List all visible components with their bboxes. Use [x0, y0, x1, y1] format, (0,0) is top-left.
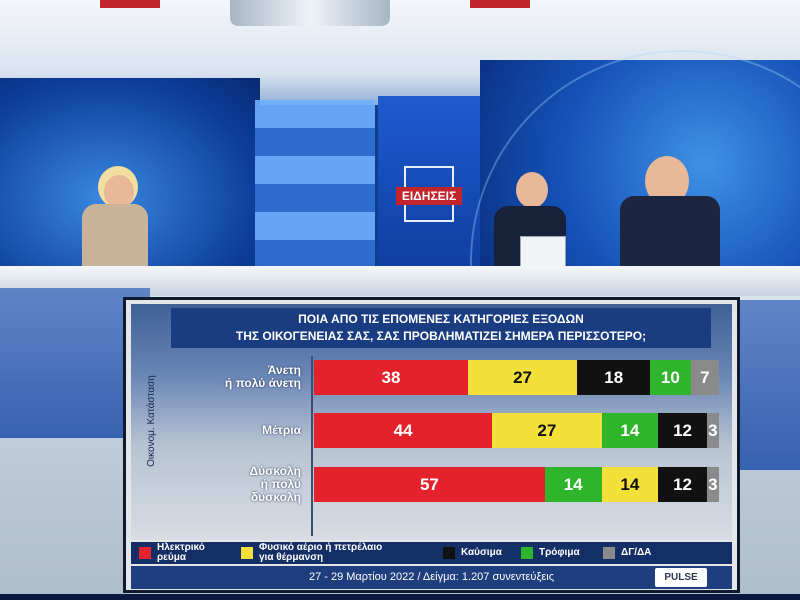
legend-label: Ηλεκτρικό ρεύμα — [157, 543, 205, 563]
row-label-line: Δύσκολη — [249, 463, 301, 478]
legend-swatch — [443, 547, 455, 559]
legend-item: ΔΓ/ΔΑ — [603, 542, 651, 564]
bar-segment: 3 — [706, 467, 719, 502]
chart-footer: 27 - 29 Μαρτίου 2022 / Δείγμα: 1.207 συν… — [131, 566, 732, 589]
bar-value-label: 44 — [393, 420, 413, 440]
legend-item: Καύσιμα — [443, 542, 502, 564]
bar-segment: 7 — [690, 360, 719, 395]
row-label: Δύσκολη ή πολύ δύσκολη — [151, 463, 301, 504]
row-label-line: ή πολύ άνετη — [224, 376, 301, 390]
row-label-line: δύσκολη — [250, 489, 301, 504]
bar-row: 38 27 18 10 7 — [314, 360, 719, 395]
bar-segment: 14 — [601, 413, 659, 448]
legend-label-line: για θέρμανση — [259, 552, 324, 563]
legend-swatch — [603, 547, 615, 559]
ceiling-light-strip — [230, 0, 390, 26]
bar-value-label: 7 — [700, 367, 710, 387]
presenter-center-head — [516, 172, 548, 208]
presenter-left-jacket — [82, 204, 148, 276]
row-label-line: ή πολύ — [260, 476, 301, 491]
bar-value-label: 18 — [604, 367, 624, 387]
row-label: Μέτρια — [151, 422, 301, 437]
legend: Ηλεκτρικό ρεύμα Φυσικό αέριο ή πετρέλαιο γι… — [131, 542, 732, 564]
bar-segment: 18 — [577, 360, 651, 395]
bar-value-label: 14 — [563, 474, 583, 494]
row-label-line: Άνετη — [267, 363, 301, 377]
legend-label-line: Καύσιμα — [461, 547, 502, 558]
channel-logo: ΕΙΔΗΣΕΙΣ — [396, 187, 462, 205]
chart-title-line2: ΤΗΣ ΟΙΚΟΓΕΝΕΙΑΣ ΣΑΣ, ΣΑΣ ΠΡΟΒΛΗΜΑΤΙΖΕΙ Σ… — [235, 329, 647, 343]
legend-label-line: ρεύμα — [157, 552, 187, 563]
bar-segment: 27 — [492, 413, 602, 448]
legend-label: Καύσιμα — [461, 548, 502, 558]
survey-info: 27 - 29 Μαρτίου 2022 / Δείγμα: 1.207 συν… — [308, 571, 555, 583]
chart-title-line1: ΠΟΙΑ ΑΠΟ ΤΙΣ ΕΠΟΜΕΝΕΣ ΚΑΤΗΓΟΡΙΕΣ ΕΞΟΔΩΝ — [298, 312, 584, 326]
legend-item: Φυσικό αέριο ή πετρέλαιο για θέρμανση — [241, 542, 382, 564]
bar-segment: 12 — [658, 467, 707, 502]
bar-value-label: 57 — [419, 474, 439, 494]
bar-value-label: 3 — [708, 474, 718, 494]
legend-label-line: Φυσικό αέριο ή πετρέλαιο — [259, 542, 383, 553]
bar-segment: 27 — [467, 360, 578, 395]
chart-title: ΠΟΙΑ ΑΠΟ ΤΙΣ ΕΠΟΜΕΝΕΣ ΚΑΤΗΓΟΡΙΕΣ ΕΞΟΔΩΝ … — [171, 308, 711, 348]
bar-segment: 44 — [314, 413, 493, 448]
legend-label-line: Τρόφιμα — [539, 547, 580, 558]
bar-segment: 14 — [544, 467, 602, 502]
legend-label: ΔΓ/ΔΑ — [621, 548, 651, 558]
bar-value-label: 14 — [620, 420, 640, 440]
bar-value-label: 3 — [708, 420, 718, 440]
bar-value-label: 27 — [537, 420, 557, 440]
chart-area: ΠΟΙΑ ΑΠΟ ΤΙΣ ΕΠΟΜΕΝΕΣ ΚΑΤΗΓΟΡΙΕΣ ΕΞΟΔΩΝ … — [131, 304, 732, 540]
bar-value-label: 14 — [620, 474, 640, 494]
row-label: Άνετη ή πολύ άνετη — [151, 364, 301, 390]
bar-segment: 38 — [314, 360, 468, 395]
bar-value-label: 10 — [660, 367, 680, 387]
legend-swatch — [241, 547, 253, 559]
poll-chart-panel: ΠΟΙΑ ΑΠΟ ΤΙΣ ΕΠΟΜΕΝΕΣ ΚΑΤΗΓΟΡΙΕΣ ΕΞΟΔΩΝ … — [123, 297, 740, 593]
bar-row: 44 27 14 12 3 — [314, 413, 719, 448]
axis-divider — [311, 356, 313, 536]
legend-swatch — [139, 547, 151, 559]
bar-value-label: 12 — [673, 420, 692, 440]
presenter-left-face — [104, 175, 134, 209]
legend-item: Ηλεκτρικό ρεύμα — [139, 542, 205, 564]
legend-label: Τρόφιμα — [539, 548, 580, 558]
bar-segment: 12 — [658, 413, 707, 448]
bar-segment: 10 — [650, 360, 691, 395]
bottom-bar — [0, 594, 800, 600]
bar-value-label: 38 — [381, 367, 401, 387]
bar-segment: 3 — [706, 413, 719, 448]
bar-value-label: 12 — [673, 474, 692, 494]
legend-label-line: Ηλεκτρικό — [157, 542, 205, 553]
ceiling-accent-left — [100, 0, 160, 8]
bar-segment: 14 — [601, 467, 659, 502]
pulse-logo: PULSE — [655, 568, 707, 587]
bar-segment: 57 — [314, 467, 545, 502]
legend-swatch — [521, 547, 533, 559]
ceiling-accent-right — [470, 0, 530, 8]
legend-label: Φυσικό αέριο ή πετρέλαιο για θέρμανση — [259, 543, 382, 563]
row-label-line: Μέτρια — [262, 422, 301, 437]
bar-value-label: 27 — [513, 367, 533, 387]
video-wall-stripes — [255, 100, 375, 280]
legend-item: Τρόφιμα — [521, 542, 580, 564]
guest-right-suit — [620, 196, 720, 274]
legend-label-line: ΔΓ/ΔΑ — [621, 547, 652, 558]
bar-row: 57 14 14 12 3 — [314, 467, 719, 502]
desk-monitor — [520, 236, 566, 268]
